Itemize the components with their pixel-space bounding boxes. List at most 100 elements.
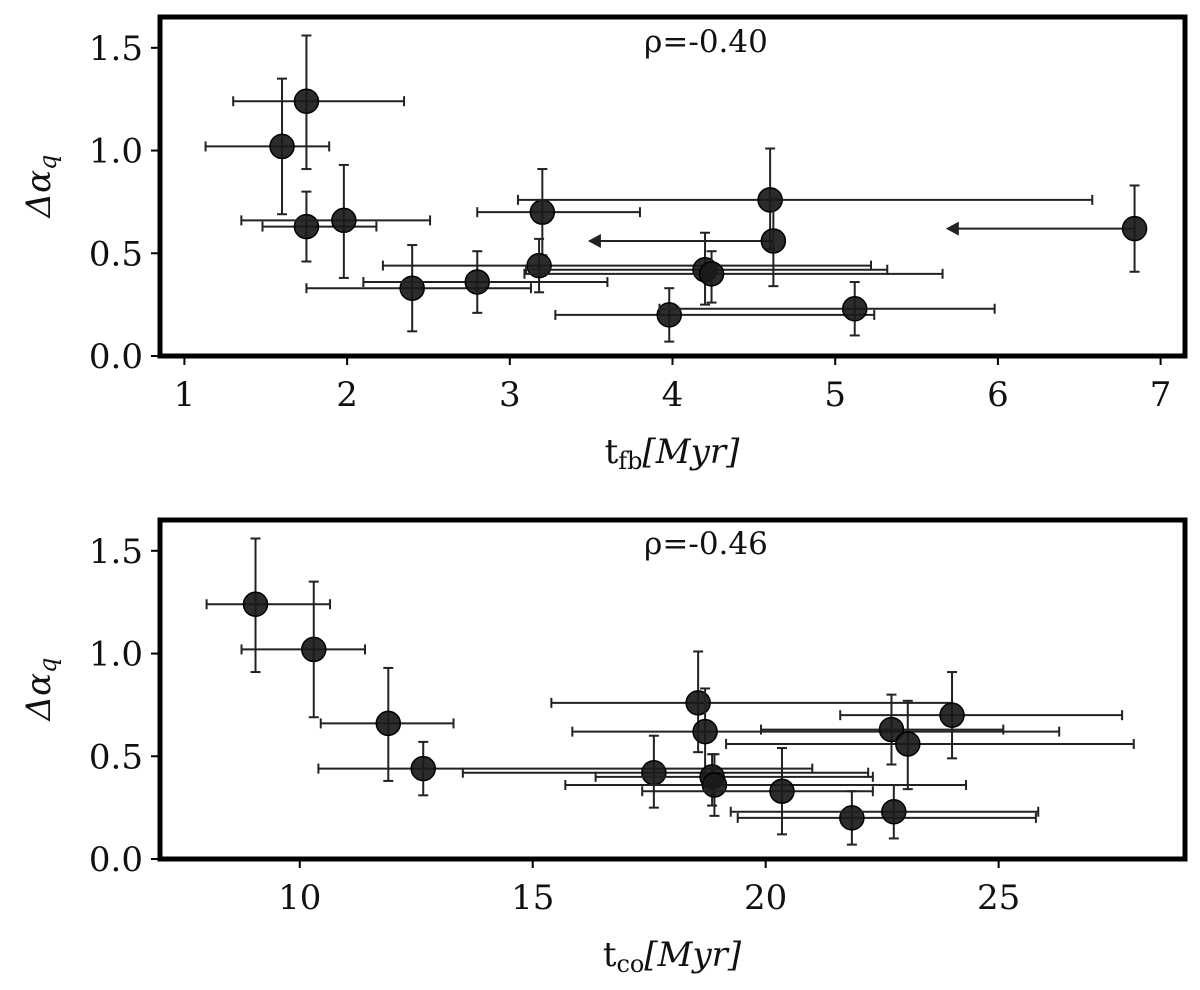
data-point [526,252,552,279]
data-point-group [362,250,609,314]
data-point-group [571,687,1061,776]
x-tick-label: 2 [336,375,358,415]
data-point [242,591,269,617]
data-point [269,133,295,160]
data-point-group [839,671,1124,760]
data-point-group [658,281,996,337]
data-point-group [945,184,1148,273]
data-point [293,213,320,240]
data-point [878,716,905,743]
marks-layer [204,34,1148,343]
x-tick-label: 3 [499,375,521,415]
data-point-group [725,699,1135,791]
data-point [692,718,718,745]
data-point [1121,215,1148,242]
y-tick-label: 0.5 [89,234,143,274]
y-tick-label: 1.0 [89,635,143,675]
data-point-group [381,237,872,294]
data-point-group [476,168,641,257]
data-point [529,199,556,225]
y-tick-label: 0.0 [89,337,143,377]
x-tick-label: 7 [1150,375,1172,415]
x-ticks: 1 2 3 4 5 6 7 [174,356,1172,415]
y-tick-label: 0.0 [89,840,143,880]
data-point-group [516,147,1094,251]
x-tick-label: 25 [977,878,1020,918]
y-ticks: 0.0 0.5 1.0 1.5 [89,532,160,880]
data-point [301,636,327,663]
data-point [939,702,965,728]
data-point [410,755,436,782]
correlation-annotation: ρ=-0.40 [644,24,768,60]
y-axis-label-sub: q [34,658,62,673]
x-tick-label: 5 [824,375,846,415]
upper-limit-arrow [945,221,959,236]
x-axis-label-units: [Myr] [643,432,741,472]
y-axis-label-main: Δα [19,170,59,220]
y-tick-label: 0.5 [89,737,143,777]
marks-layer [205,537,1135,846]
data-point [656,302,682,328]
data-point [464,269,491,295]
data-point [895,731,921,757]
y-axis-label: Δαq [19,658,62,723]
chart-panel-fb: 1 2 3 4 5 6 7 0.0 0.5 1.0 1.5 ρ=-0.40 tfb[Myr] Δα… [19,14,1188,475]
correlation-annotation: ρ=-0.46 [644,526,768,562]
data-point-group [729,784,1040,840]
chart-panel-co: 10 15 20 25 0.0 0.5 1.0 1.5 ρ=-0.46 tco[Myr] Δ… [19,517,1188,978]
data-point [698,261,725,287]
x-axis-label-main: t [605,432,619,472]
data-point-group [523,250,944,304]
data-point-group [232,34,406,171]
x-axis-label: tco[Myr] [603,935,742,978]
data-point [701,772,728,798]
x-tick-label: 10 [278,878,321,918]
x-tick-label: 1 [174,375,196,415]
data-point [841,295,868,322]
x-axis-label-sub: fb [618,447,642,475]
data-point-group [760,693,1005,766]
data-point-group [240,163,432,279]
x-ticks: 10 15 20 25 [278,859,1020,918]
data-point-group [554,287,876,343]
data-point-group [204,77,331,216]
y-ticks: 0.0 0.5 1.0 1.5 [89,29,160,377]
y-axis-label-main: Δα [19,673,59,723]
data-point-group [240,580,366,719]
data-point-group [261,190,378,263]
y-tick-label: 1.5 [89,29,143,69]
x-axis-label-units: [Myr] [644,935,742,975]
x-axis-label: tfb[Myr] [605,432,740,475]
x-tick-label: 4 [662,375,684,415]
data-point [331,207,357,234]
data-point-group [564,753,968,817]
data-point [293,88,320,114]
x-tick-label: 15 [511,878,554,918]
y-axis-label-sub: q [34,155,62,170]
data-point-group [305,244,532,333]
data-point [769,778,795,804]
data-point [399,275,425,301]
data-point [757,187,783,213]
data-point-group [461,734,870,809]
data-point-group [317,740,814,797]
data-point [685,690,711,716]
x-tick-label: 20 [744,878,787,918]
data-point [881,798,907,825]
data-point [760,228,787,254]
x-axis-label-main: t [603,935,617,975]
data-point-group [641,747,874,836]
data-point-group [587,196,787,288]
data-point [839,805,865,831]
x-axis-label-sub: co [616,950,644,978]
data-point [375,710,402,737]
upper-limit-arrow [587,233,601,248]
y-axis-label: Δαq [19,155,62,220]
y-tick-label: 1.5 [89,532,143,572]
plot-frame [157,517,1188,862]
data-point-group [319,666,455,782]
data-point-group [594,753,874,807]
data-point [641,759,667,786]
x-tick-label: 6 [987,375,1009,415]
